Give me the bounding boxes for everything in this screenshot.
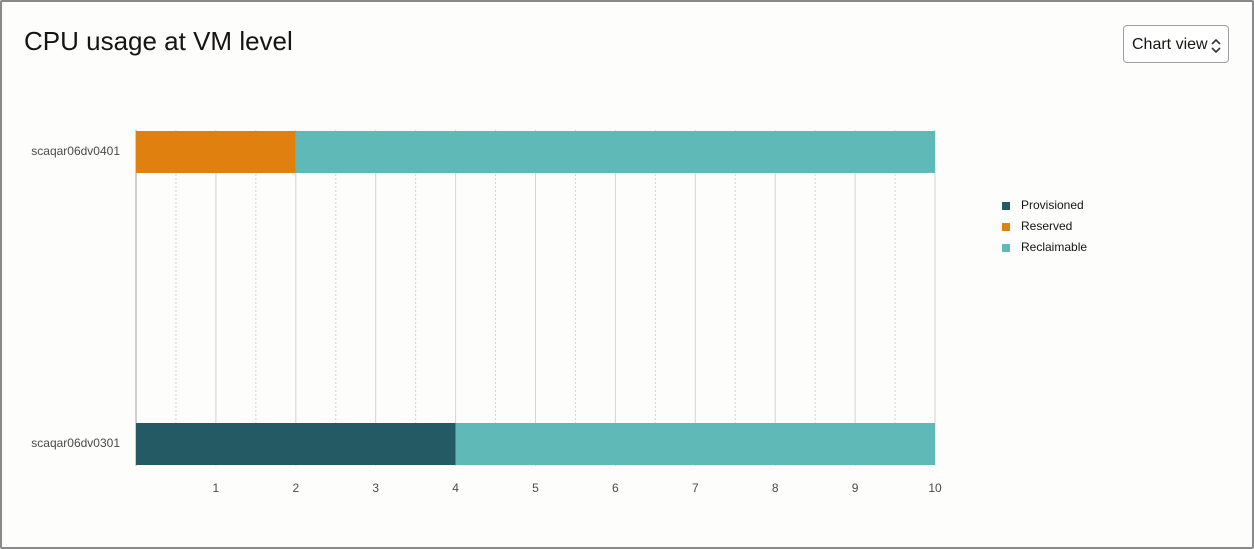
x-tick-label: 7 [692, 481, 699, 495]
x-tick-label: 3 [372, 481, 379, 495]
legend-label: Reclaimable [1021, 240, 1087, 254]
legend-label: Reserved [1021, 219, 1072, 233]
chart-title: CPU usage at VM level [24, 26, 293, 56]
x-tick-label: 2 [292, 481, 299, 495]
bar-segment [455, 423, 935, 465]
y-tick-label: scaqar06dv0401 [31, 144, 120, 158]
bar-segment [136, 423, 456, 465]
x-tick-label: 8 [772, 481, 779, 495]
legend-label: Provisioned [1021, 198, 1084, 212]
bar-segment [295, 131, 935, 173]
selector-arrows [1211, 38, 1221, 54]
x-tick-label: 1 [213, 481, 220, 495]
view-selector-label: Chart view [1132, 36, 1208, 53]
x-tick-label: 10 [928, 481, 942, 495]
bar-segment [136, 131, 296, 173]
legend-swatch [1002, 244, 1010, 252]
y-tick-label: scaqar06dv0301 [31, 436, 120, 450]
x-tick-label: 5 [532, 481, 539, 495]
x-tick-label: 4 [452, 481, 459, 495]
x-tick-label: 9 [852, 481, 859, 495]
legend-swatch [1002, 223, 1010, 231]
view-selector[interactable]: Chart view [1123, 25, 1229, 63]
x-tick-label: 6 [612, 481, 619, 495]
legend-swatch [1002, 202, 1010, 210]
